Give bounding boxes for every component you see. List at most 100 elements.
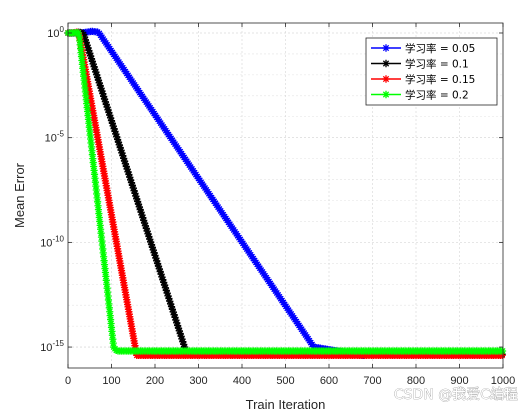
series-marker [151, 251, 159, 260]
series-marker [88, 151, 96, 159]
series-marker [172, 316, 180, 324]
series-marker [91, 174, 99, 182]
series-marker [82, 38, 90, 47]
series-marker [99, 249, 107, 257]
series-marker [108, 331, 116, 339]
series-marker [78, 56, 86, 65]
series-marker [145, 232, 153, 241]
series-marker [147, 241, 156, 249]
series-marker [498, 347, 507, 355]
series-marker [82, 92, 90, 100]
series-marker [87, 139, 95, 147]
series-marker [80, 80, 89, 88]
series-marker [171, 313, 179, 322]
series-marker [115, 141, 123, 149]
ticks: 0 100 200 300 400 500 600 700 800 900 1000 100 10-5 1… [40, 23, 515, 387]
series-marker [86, 127, 94, 135]
series-marker [156, 267, 164, 276]
series-marker [92, 186, 100, 194]
series-marker [134, 200, 143, 208]
series-marker [84, 111, 92, 120]
series-marker [157, 270, 165, 278]
legend-marker [382, 59, 390, 68]
series-marker [77, 52, 86, 61]
series-marker [95, 209, 103, 218]
x-tick-label: 1000 [491, 375, 515, 387]
series-marker [94, 206, 103, 214]
x-tick-label: 500 [276, 375, 294, 387]
series-marker [154, 262, 163, 270]
series-marker [96, 81, 104, 90]
series-marker [99, 90, 107, 98]
series-layer [64, 27, 507, 359]
series-marker [95, 79, 103, 87]
series-marker [153, 257, 161, 265]
series-marker [166, 297, 174, 305]
series-marker [107, 117, 116, 125]
series-marker [107, 114, 115, 122]
series-marker [136, 205, 144, 214]
x-tick-label: 700 [363, 375, 381, 387]
series-marker [125, 170, 133, 179]
series-marker [100, 253, 108, 261]
series-marker [105, 304, 113, 312]
legend-label: 学习率 = 0.05 [405, 42, 475, 55]
series-marker [102, 100, 110, 109]
series-marker [102, 276, 110, 284]
series-marker [98, 241, 106, 249]
series-marker [113, 135, 122, 144]
series-marker [97, 233, 106, 241]
series-marker [103, 103, 111, 111]
series-marker [160, 278, 168, 286]
series-marker [100, 257, 108, 265]
series-marker [85, 123, 93, 131]
series-marker [108, 327, 116, 335]
series-marker [130, 187, 138, 195]
series-marker [120, 157, 129, 165]
series-marker [147, 238, 155, 246]
series-marker [148, 243, 156, 251]
series-marker [120, 154, 128, 162]
series-marker [84, 115, 93, 123]
series-marker [83, 103, 91, 112]
series-marker [135, 203, 143, 211]
series-marker [121, 160, 130, 168]
series-marker [93, 194, 101, 202]
series-marker [109, 335, 117, 343]
series-marker [83, 41, 91, 49]
series-marker [90, 63, 98, 71]
series-marker [142, 224, 150, 233]
series-marker [89, 155, 97, 163]
series-marker [87, 52, 95, 60]
series-marker [80, 33, 89, 41]
series-marker [100, 95, 109, 103]
series-marker [88, 57, 96, 65]
series-marker [119, 152, 127, 160]
x-tick-label: 600 [320, 375, 338, 387]
legend-label: 学习率 = 0.1 [405, 58, 469, 71]
series-marker [128, 181, 136, 189]
series-marker [127, 179, 136, 187]
series-marker [98, 237, 106, 245]
series-marker [81, 36, 89, 44]
series-marker [123, 165, 131, 173]
series-marker [167, 300, 175, 308]
legend: 学习率 = 0.05 学习率 = 0.1 学习率 = 0.15 学习率 = 0.2 [365, 37, 498, 106]
series-marker [89, 158, 97, 167]
x-tick-label: 300 [189, 375, 207, 387]
series-marker [80, 30, 88, 38]
series-marker [174, 321, 182, 330]
series-marker [83, 100, 91, 108]
series-marker [81, 84, 89, 92]
series-marker [122, 162, 130, 171]
series-marker [102, 272, 110, 280]
series-marker [146, 235, 154, 243]
series-marker [106, 111, 114, 119]
series-marker [100, 261, 109, 269]
series-marker [117, 146, 125, 154]
y-tick-label: 10-15 [40, 339, 64, 354]
x-tick-label: 200 [146, 375, 164, 387]
series-marker [152, 254, 160, 262]
series-marker [109, 122, 117, 130]
